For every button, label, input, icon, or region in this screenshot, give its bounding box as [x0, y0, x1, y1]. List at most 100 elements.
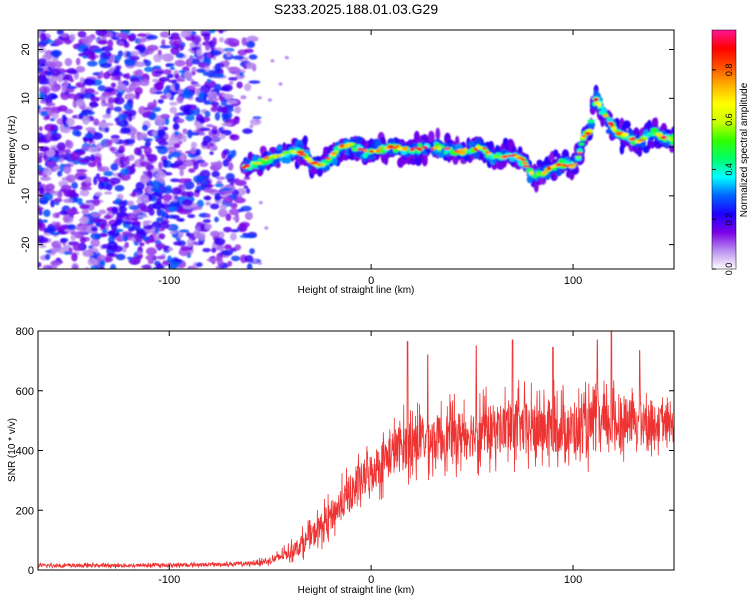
- ridge-cell: [417, 148, 423, 151]
- ridge-cell: [622, 120, 631, 129]
- noise-cell: [234, 197, 246, 204]
- noise-cell: [75, 66, 86, 73]
- noise-cell: [175, 78, 186, 82]
- y-tick-label: 0: [20, 144, 32, 150]
- noise-cell: [123, 138, 136, 145]
- noise-cell: [169, 106, 177, 114]
- ridge-cell: [630, 137, 636, 141]
- noise-cell: [190, 141, 198, 149]
- noise-cell: [213, 237, 226, 246]
- noise-cell: [234, 106, 242, 114]
- noise-cell: [90, 233, 102, 240]
- noise-cell: [170, 178, 180, 183]
- noise-cell: [74, 226, 83, 231]
- noise-cell: [228, 77, 238, 81]
- noise-cell: [174, 73, 180, 80]
- noise-cell: [38, 105, 41, 111]
- noise-cell: [249, 118, 262, 126]
- noise-cell: [73, 231, 85, 239]
- noise-cell: [98, 39, 108, 45]
- noise-cell: [54, 38, 64, 46]
- noise-cell: [159, 178, 166, 184]
- noise-cell: [144, 59, 152, 67]
- noise-cell: [230, 202, 238, 209]
- noise-cell: [267, 98, 272, 102]
- noise-cell: [38, 244, 47, 249]
- ridge-cell: [562, 164, 569, 167]
- noise-cell: [234, 178, 240, 184]
- noise-cell: [127, 113, 133, 122]
- ridge-cell: [362, 148, 368, 153]
- noise-cell: [102, 113, 112, 119]
- noise-cell: [220, 86, 230, 91]
- noise-cell: [129, 50, 140, 57]
- ridge-cell: [553, 149, 559, 157]
- noise-cell: [98, 122, 109, 128]
- noise-cell: [75, 57, 81, 66]
- noise-cell: [87, 257, 98, 266]
- ridge-cell: [421, 145, 428, 149]
- y-tick-label: -10: [20, 188, 32, 204]
- ridge-cell: [427, 130, 435, 143]
- noise-cell: [110, 134, 121, 140]
- noise-cell: [139, 242, 145, 247]
- noise-cell: [114, 54, 122, 62]
- noise-cell: [63, 149, 71, 154]
- noise-cell: [39, 176, 52, 182]
- noise-cell: [152, 78, 159, 83]
- noise-cell: [129, 165, 134, 174]
- noise-cell: [139, 79, 150, 87]
- noise-cell: [163, 199, 171, 204]
- noise-cell: [116, 92, 123, 98]
- noise-cell: [123, 102, 134, 111]
- noise-cell: [232, 216, 240, 220]
- noise-cell: [195, 121, 201, 128]
- noise-cell: [176, 118, 185, 124]
- noise-cell: [84, 176, 92, 183]
- noise-cell: [38, 170, 43, 176]
- noise-cell: [118, 41, 125, 46]
- noise-cell: [75, 81, 86, 88]
- noise-cell: [126, 200, 135, 207]
- noise-cell: [207, 91, 218, 98]
- spectrogram-xlabel: Height of straight line (km): [298, 285, 415, 296]
- spectrogram-frame: [37, 29, 675, 270]
- noise-cell: [173, 241, 182, 246]
- noise-cell: [174, 160, 184, 167]
- noise-cell: [115, 253, 126, 261]
- noise-cell: [196, 221, 204, 226]
- noise-cell: [88, 162, 97, 168]
- noise-cell: [219, 204, 227, 210]
- noise-cell: [151, 180, 160, 189]
- noise-cell: [185, 232, 191, 237]
- noise-cell: [216, 176, 226, 180]
- noise-cell: [158, 222, 170, 229]
- ridge-cell: [296, 150, 305, 154]
- noise-cell: [69, 33, 76, 42]
- noise-cell: [134, 45, 146, 51]
- noise-cell: [196, 48, 203, 58]
- ridge-cell: [417, 143, 423, 148]
- noise-cell: [165, 63, 175, 67]
- noise-cell: [168, 79, 178, 83]
- noise-cell: [207, 97, 219, 102]
- noise-cell: [79, 204, 90, 210]
- noise-cell: [170, 151, 182, 158]
- noise-cell: [142, 124, 149, 131]
- noise-cell: [187, 129, 193, 139]
- noise-cell: [192, 241, 199, 246]
- noise-cell: [156, 255, 166, 260]
- noise-cell: [205, 43, 211, 51]
- noise-cell: [71, 189, 76, 193]
- noise-cell: [97, 176, 109, 184]
- noise-cell: [39, 146, 50, 152]
- noise-cell: [210, 230, 220, 238]
- noise-cell: [278, 82, 283, 86]
- noise-cell: [168, 262, 179, 269]
- ridge-cell: [522, 161, 528, 165]
- noise-cell: [201, 140, 208, 147]
- noise-cell: [214, 112, 221, 121]
- ridge-cell: [555, 163, 563, 167]
- colorbar-tick-label: 0.4: [724, 163, 734, 176]
